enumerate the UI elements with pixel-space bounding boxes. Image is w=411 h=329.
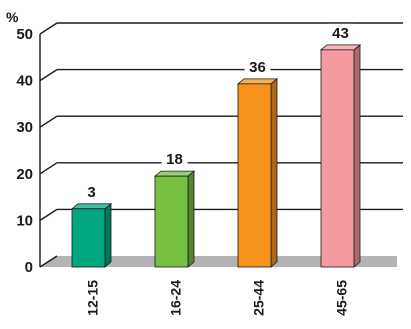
data-label-background <box>244 57 271 75</box>
category-label: 25-44 <box>251 280 267 316</box>
category-label: 45-65 <box>334 280 350 316</box>
category-labels: 12-15 16-24 25-44 45-65 <box>85 280 350 316</box>
bar-side <box>353 43 361 268</box>
data-label-background <box>161 150 188 168</box>
y-tick-label: 50 <box>16 26 33 43</box>
bar-front <box>237 83 272 268</box>
grid-line-diagonal <box>39 69 58 82</box>
data-label-background <box>78 182 105 200</box>
chart-floor-plane <box>40 256 397 267</box>
chart-floor <box>40 256 397 267</box>
category-label: 16-24 <box>168 280 184 316</box>
bar-top <box>319 44 362 51</box>
grid-line-diagonal <box>39 115 58 128</box>
data-label: 3 <box>87 184 95 201</box>
y-axis-ticks: 0 10 20 30 40 50 <box>16 26 33 276</box>
y-tick-label: 40 <box>16 73 33 90</box>
bar-front <box>320 49 355 268</box>
bar-top <box>236 78 279 85</box>
data-label: 36 <box>249 59 266 76</box>
data-labels: 3 18 36 43 <box>78 23 354 201</box>
bar <box>153 170 196 268</box>
bar-front <box>154 175 189 268</box>
bar-side <box>270 78 278 268</box>
bar <box>70 202 113 268</box>
bar-top <box>153 170 196 177</box>
y-tick-label: 0 <box>25 259 33 276</box>
grid-line-diagonal <box>39 22 58 35</box>
bar-side <box>104 202 112 268</box>
category-label: 12-15 <box>85 280 101 316</box>
y-axis-unit-label: % <box>6 9 19 25</box>
y-tick-label: 10 <box>16 212 33 229</box>
grid-line-diagonal <box>39 255 58 268</box>
bars <box>70 43 362 268</box>
grid-line-diagonal <box>39 162 58 175</box>
bar <box>236 78 279 268</box>
bar-top <box>70 203 113 210</box>
bar-front <box>71 208 106 268</box>
data-label-background <box>327 23 354 41</box>
bar <box>319 43 362 268</box>
y-tick-label: 30 <box>16 119 33 136</box>
grid-line-diagonal <box>39 208 58 221</box>
bar-side <box>187 170 195 268</box>
data-label: 43 <box>332 25 349 42</box>
data-label: 18 <box>166 151 183 168</box>
y-tick-label: 20 <box>16 166 33 183</box>
